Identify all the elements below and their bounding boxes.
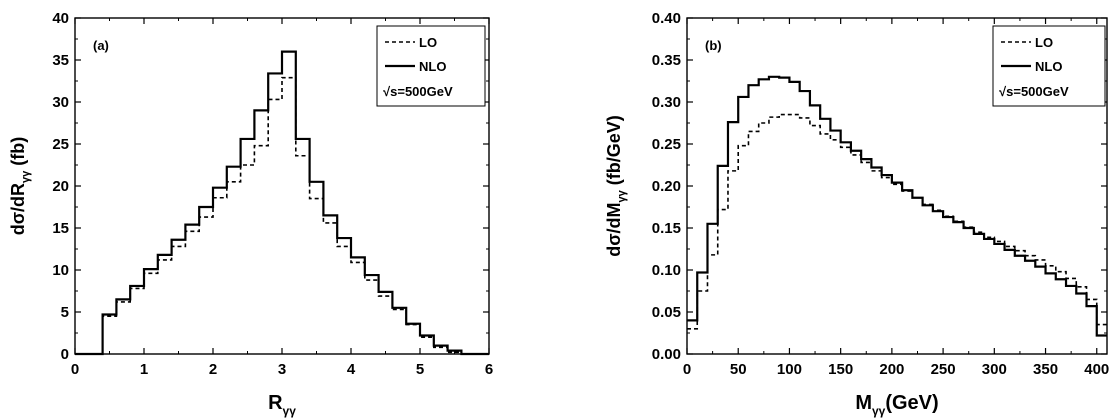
y-axis-title: dσ/dRγγ (fb) — [8, 137, 32, 236]
x-tick-label: 150 — [828, 361, 853, 378]
legend-label-nlo: NLO — [1035, 59, 1062, 74]
x-tick-label: 3 — [278, 361, 286, 378]
y-tick-label: 0.10 — [652, 262, 681, 279]
x-axis-title-sub: γγ — [283, 404, 297, 418]
y-tick-label: 0.40 — [652, 10, 681, 27]
y-axis-title-sub: γγ — [20, 170, 32, 183]
y-axis-title-unit: (fb) — [8, 137, 28, 171]
y-tick-label: 40 — [52, 10, 69, 27]
y-tick-label: 0.30 — [652, 94, 681, 111]
series-nlo-line — [75, 50, 489, 356]
x-axis-title-main: M — [855, 392, 872, 414]
y-tick-label: 0 — [61, 346, 69, 363]
x-tick-label: 1 — [140, 361, 148, 378]
legend-note: √s=500GeV — [999, 84, 1069, 99]
y-tick-label: 0.25 — [652, 136, 681, 153]
x-tick-label: 0 — [71, 361, 79, 378]
x-tick-label: 100 — [777, 361, 802, 378]
y-tick-label: 0.00 — [652, 346, 681, 363]
y-axis-title-main: dσ/dR — [8, 183, 28, 235]
x-tick-label: 50 — [730, 361, 747, 378]
x-tick-label: 250 — [931, 361, 956, 378]
x-axis-title-sub: γγ — [872, 404, 886, 418]
x-tick-label: 200 — [879, 361, 904, 378]
panel-label: (b) — [705, 38, 722, 53]
legend-label-nlo: NLO — [419, 59, 446, 74]
y-tick-label: 35 — [52, 52, 69, 69]
x-tick-label: 6 — [485, 361, 493, 378]
x-tick-label: 0 — [683, 361, 691, 378]
legend-note: √s=500GeV — [383, 84, 453, 99]
y-tick-label: 5 — [61, 304, 69, 321]
y-tick-label: 20 — [52, 178, 69, 195]
legend-label-lo: LO — [419, 35, 437, 50]
x-tick-label: 2 — [209, 361, 217, 378]
y-axis-title-sub: γγ — [616, 189, 628, 202]
panel-a: 0 1 2 3 4 5 6 0 5 10 15 20 25 30 35 40 (a) LO NLO √s=500GeV… — [8, 10, 493, 418]
y-tick-label: 0.20 — [652, 178, 681, 195]
y-axis-title: dσ/dMγγ (fb/GeV) — [604, 115, 628, 257]
series-nlo-line — [687, 75, 1107, 337]
y-tick-label: 30 — [52, 94, 69, 111]
legend-box — [376, 25, 486, 107]
x-tick-label: 350 — [1033, 361, 1058, 378]
y-tick-label: 10 — [52, 262, 69, 279]
panel-b: 0 50 100 150 200 250 300 350 400 0.00 0.05 0.10 0.15… — [604, 10, 1109, 418]
y-axis-title-main: dσ/dM — [604, 202, 624, 256]
x-axis-title: Mγγ(GeV) — [855, 392, 938, 418]
x-axis-title-main: R — [268, 392, 283, 414]
x-tick-label: 300 — [982, 361, 1007, 378]
y-tick-label: 0.05 — [652, 304, 681, 321]
x-axis-title: Rγγ — [268, 392, 296, 418]
x-tick-label: 5 — [416, 361, 424, 378]
y-tick-label: 0.15 — [652, 220, 681, 237]
legend-label-lo: LO — [1035, 35, 1053, 50]
y-tick-label: 0.35 — [652, 52, 681, 69]
y-tick-label: 25 — [52, 136, 69, 153]
x-axis-title-unit: (GeV) — [885, 392, 938, 414]
x-tick-label: 400 — [1084, 361, 1109, 378]
y-tick-label: 15 — [52, 220, 69, 237]
x-tick-label: 4 — [347, 361, 356, 378]
y-axis-title-unit: (fb/GeV) — [604, 115, 624, 190]
panel-label: (a) — [93, 38, 109, 53]
